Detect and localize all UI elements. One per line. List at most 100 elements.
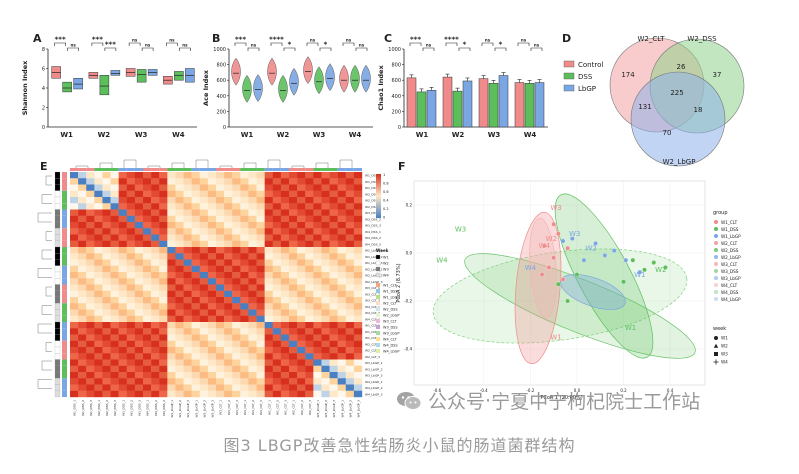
heatmap-cell [337, 328, 346, 335]
y-tick-label: 8 [42, 47, 45, 53]
heatmap-cell [94, 378, 103, 385]
heatmap-cell [151, 203, 160, 210]
heatmap-cell [289, 328, 298, 335]
heatmap-cell [70, 390, 79, 398]
group-strip-cell [62, 209, 67, 216]
data-point [630, 257, 636, 263]
centroid-label: W3 [455, 225, 466, 233]
heatmap-cell [78, 253, 87, 260]
heatmap-cell [264, 284, 273, 291]
heatmap-cell [126, 315, 136, 323]
heatmap-cell [134, 253, 144, 260]
x-tick-label: W3 [488, 131, 501, 139]
heatmap-cell [321, 378, 330, 385]
heatmap-cell [199, 303, 209, 310]
group-legend-swatch [376, 295, 380, 299]
week-strip-cell [54, 240, 61, 248]
heatmap-cell [126, 384, 136, 391]
heatmap-cell [353, 272, 363, 279]
heatmap-cell [126, 297, 136, 304]
x-tick-label: W3 [313, 131, 326, 139]
heatmap-cell [313, 265, 322, 273]
heatmap-cell [134, 272, 144, 279]
heatmap-cell [321, 197, 330, 204]
week-strip-cell [54, 178, 61, 185]
sig-label: ns [132, 38, 138, 43]
heatmap-cell [256, 203, 265, 210]
heatmap-cell [256, 215, 265, 223]
heatmap-cell [207, 353, 217, 360]
heatmap-cell [216, 278, 225, 285]
heatmap-cell [102, 172, 111, 179]
heatmap-cell [329, 222, 338, 229]
heatmap-cell [337, 384, 346, 391]
group-legend-swatch [376, 307, 380, 311]
venn-count: 174 [621, 71, 635, 79]
heatmap-cell [248, 234, 257, 241]
heatmap-cell [329, 290, 338, 298]
heatmap-cell [240, 178, 249, 185]
week-strip-cell [54, 171, 61, 179]
heatmap-cell [232, 172, 241, 179]
heatmap-cell [256, 365, 265, 373]
heatmap-cell [143, 215, 152, 223]
heatmap-cell [337, 359, 346, 366]
venn-count: 37 [713, 71, 722, 79]
heatmap-cell [191, 215, 200, 223]
heatmap-cell [183, 347, 192, 354]
group-legend-label: W3_DSS [721, 269, 739, 274]
heatmap-cell [313, 190, 322, 198]
heatmap-cell [272, 290, 282, 298]
heatmap-cell [224, 184, 233, 191]
heatmap-cell [329, 315, 338, 323]
heatmap-cell [183, 265, 192, 273]
column-label: W2_CLT_2 [300, 400, 304, 415]
heatmap-cell [199, 215, 209, 223]
heatmap-cell [313, 240, 322, 248]
heatmap-cell [280, 297, 290, 304]
top-group-cell [134, 168, 143, 171]
heatmap-cell [118, 265, 127, 273]
heatmap-cell [207, 334, 217, 341]
heatmap-cell [207, 190, 217, 198]
heatmap-cell [78, 190, 87, 198]
heatmap-cell [248, 228, 257, 235]
heatmap-cell [321, 334, 330, 341]
heatmap-cell [134, 322, 144, 329]
heatmap-cell [110, 222, 119, 229]
heatmap-cell [167, 209, 176, 216]
violin [350, 64, 360, 93]
heatmap-cell [353, 278, 363, 285]
week-strip-cell [54, 265, 61, 273]
heatmap-cell [102, 322, 111, 329]
heatmap-cell [232, 253, 241, 260]
group-strip-cell [62, 309, 67, 316]
heatmap-cell [78, 215, 87, 223]
heatmap-cell [70, 322, 79, 329]
heatmap-cell [232, 353, 241, 360]
heatmap-cell [134, 228, 144, 235]
y-tick-label: 600 [216, 78, 226, 84]
heatmap-cell [297, 347, 306, 354]
heatmap-cell [313, 365, 322, 373]
heatmap-cell [102, 190, 111, 198]
week-legend-swatch [375, 272, 381, 278]
heatmap-cell [70, 234, 79, 241]
heatmap-cell [337, 272, 346, 279]
heatmap-cell [126, 228, 136, 235]
heatmap-cell [313, 253, 322, 260]
heatmap-cell [264, 253, 273, 260]
color-legend-tick: 0 [383, 216, 385, 220]
heatmap-cell [86, 197, 95, 204]
heatmap-cell [159, 284, 168, 291]
heatmap-cell [110, 303, 119, 310]
heatmap-cell [78, 178, 87, 185]
heatmap-cell [183, 197, 192, 204]
heatmap-cell [94, 209, 103, 216]
heatmap-cell [216, 265, 225, 273]
heatmap-cell [345, 365, 355, 373]
heatmap-cell [143, 378, 152, 385]
heatmap-cell [110, 297, 119, 304]
heatmap-cell [224, 390, 233, 398]
heatmap-cell [264, 359, 273, 366]
